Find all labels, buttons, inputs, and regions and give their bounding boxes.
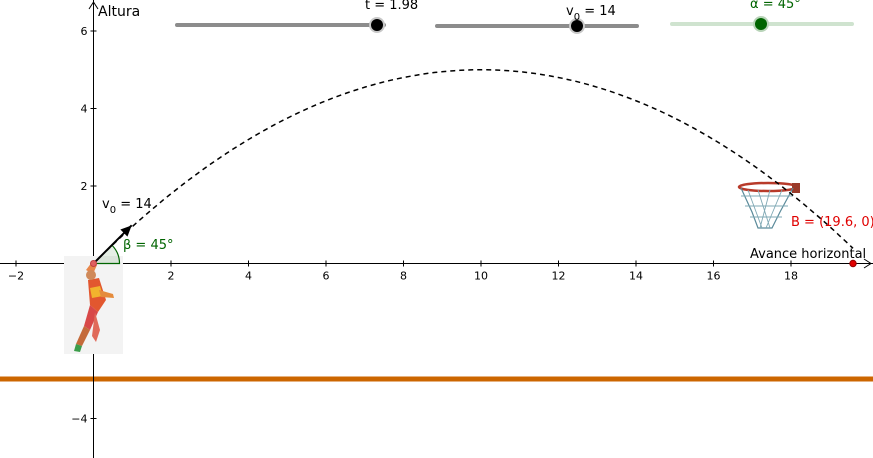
slider-v0-label-main: v [566,4,574,19]
vector-label: v0 = 14 [102,197,152,216]
x-tick-label: 4 [245,270,252,283]
vector-label-main: v [102,197,110,212]
slider-v0-label-sub: 0 [574,12,580,23]
y-tick-label: 2 [81,180,88,193]
basketball-player-icon [64,256,123,354]
y-tick-label: 6 [81,25,88,38]
trajectory-curve [92,69,854,265]
x-tick-label: 8 [400,270,407,283]
slider-alpha[interactable]: α = 45° [670,0,854,32]
point-b-marker[interactable] [849,259,857,268]
slider-alpha-handle-inner[interactable] [755,18,767,30]
x-tick-label: 6 [323,270,330,283]
x-ticks: −2 2 4 6 8 10 12 14 16 18 [8,260,798,283]
vector-label-rest: = 14 [116,197,152,212]
point-b[interactable]: B = (19.6, 0) [791,215,873,268]
velocity-vector[interactable]: v0 = 14 [92,197,152,265]
y-axis-label: Altura [98,4,140,20]
x-axis-label: Avance horizontal [750,247,866,262]
y-ticks: 6 4 2 −4 [71,25,97,426]
angle-beta: β = 45° [92,238,174,265]
slider-t[interactable]: t = 1.98 [175,0,418,33]
vector-label-sub: 0 [110,205,116,216]
x-tick-label: −2 [8,270,24,283]
vector-arrowhead[interactable] [120,225,132,237]
x-axis-arrow [863,258,872,269]
slider-v0-label-rest: = 14 [580,4,616,19]
slider-v0-label: v0 = 14 [566,4,616,23]
point-b-label: B = (19.6, 0) [791,215,873,230]
slider-t-label: t = 1.98 [365,0,418,13]
y-axis-arrow [88,1,99,10]
x-tick-label: 2 [168,270,175,283]
y-tick-label: −4 [71,413,87,426]
y-tick-label: 4 [81,103,88,116]
slider-t-handle-inner[interactable] [371,19,383,31]
x-tick-label: 14 [629,270,643,283]
slider-v0-handle-inner[interactable] [571,20,583,32]
angle-label: β = 45° [123,238,174,253]
x-tick-label: 16 [707,270,721,283]
x-tick-label: 10 [474,270,488,283]
origin-point[interactable] [90,260,97,267]
slider-v0[interactable]: v0 = 14 [435,4,639,34]
basketball-hoop-icon [737,181,800,229]
x-tick-label: 12 [552,270,566,283]
x-tick-label: 18 [784,270,798,283]
slider-alpha-label: α = 45° [750,0,801,12]
